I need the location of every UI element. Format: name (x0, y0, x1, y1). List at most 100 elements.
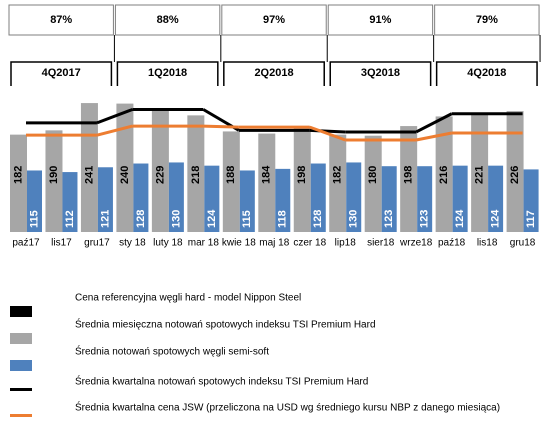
data-label: 241 (83, 166, 95, 184)
quarter-label: 2Q2018 (254, 67, 293, 79)
bar (417, 166, 433, 232)
step-connector (96, 124, 133, 137)
data-label: 240 (119, 166, 131, 184)
step-connector (415, 112, 453, 134)
data-label: 130 (348, 210, 360, 228)
ratio-box (114, 4, 221, 36)
data-label: 229 (154, 166, 166, 184)
ratio-box (327, 4, 434, 36)
bar (506, 111, 524, 232)
legend-swatch (10, 414, 32, 417)
ratio-label: 91% (369, 14, 391, 26)
x-tick-label: kwie 18 (222, 238, 256, 249)
x-tick-label: mar 18 (188, 238, 220, 249)
step-connector (203, 124, 239, 129)
ratio-label: 79% (476, 14, 498, 26)
bar (151, 109, 169, 232)
bar (329, 134, 347, 232)
x-tick-label: lip18 (335, 238, 357, 249)
data-label: 128 (135, 210, 147, 228)
legend-swatch (10, 388, 32, 391)
bar (168, 162, 184, 232)
x-tick-label: luty 18 (153, 238, 183, 249)
data-label: 216 (438, 166, 450, 184)
x-tick-label: sty 18 (119, 238, 146, 249)
bar (488, 165, 504, 232)
bar (400, 126, 418, 232)
x-tick-label: gru17 (84, 238, 110, 249)
x-tick-label: maj 18 (259, 238, 289, 249)
bar (258, 133, 276, 232)
data-label: 121 (99, 210, 111, 228)
bar (275, 168, 291, 232)
data-label: 117 (525, 210, 537, 228)
legend-label: Średnia kwartalna cena JSW (przeliczona … (75, 401, 500, 414)
data-label: 115 (28, 210, 40, 228)
bracket (116, 61, 219, 86)
ratio-label: 87% (50, 14, 72, 26)
quarter-label: 1Q2018 (148, 67, 187, 79)
bar (222, 131, 240, 232)
ratio-box (221, 4, 327, 36)
bar (27, 170, 42, 232)
bar (452, 165, 468, 232)
bracket (223, 61, 325, 86)
bar (10, 134, 27, 232)
bracket (435, 61, 538, 86)
data-label: 182 (12, 166, 24, 184)
legend-label: Średnia notowań spotowych węgli semi-sof… (75, 345, 269, 358)
data-label: 184 (261, 165, 273, 184)
bracket (10, 61, 113, 86)
ratio-box (8, 4, 114, 36)
data-label: 124 (206, 209, 218, 228)
data-label: 115 (241, 210, 253, 228)
x-tick-label: gru18 (510, 238, 536, 249)
data-label: 112 (64, 210, 76, 228)
data-label: 218 (190, 166, 202, 184)
legend-swatch (10, 360, 32, 371)
x-tick-label: wrze18 (399, 238, 433, 249)
bar (435, 116, 453, 232)
ratio-label: 88% (157, 14, 179, 26)
bar (187, 115, 205, 232)
x-tick-label: paź17 (12, 238, 40, 249)
bar (62, 172, 78, 232)
quarter-label: 4Q2018 (467, 67, 506, 79)
data-label: 123 (419, 210, 431, 228)
legend-label: Średnia miesięczna notowań spotowych ind… (75, 318, 376, 331)
step-connector (96, 108, 133, 125)
bar (116, 103, 134, 232)
data-label: 128 (312, 210, 324, 228)
ratio-label: 97% (263, 14, 285, 26)
bar (204, 165, 220, 232)
x-tick-label: lis18 (477, 238, 498, 249)
bar (364, 135, 382, 232)
data-label: 221 (474, 166, 486, 184)
data-label: 182 (332, 166, 344, 184)
legend-label: Cena referencyjna węgli hard - model Nip… (75, 293, 301, 304)
bar (45, 130, 63, 232)
data-label: 118 (277, 210, 289, 228)
data-label: 123 (383, 210, 395, 228)
data-label: 124 (454, 209, 466, 228)
bar (133, 163, 149, 232)
x-tick-label: czer 18 (293, 238, 326, 249)
data-label: 180 (367, 166, 379, 184)
bar (97, 167, 113, 232)
bar (523, 169, 539, 232)
x-tick-label: paź18 (438, 238, 466, 249)
data-label: 188 (225, 166, 237, 184)
step-connector (415, 131, 452, 142)
data-label: 198 (403, 166, 415, 184)
data-label: 130 (170, 210, 182, 228)
bar (471, 113, 489, 232)
bar (346, 162, 362, 232)
quarter-label: 3Q2018 (361, 67, 400, 79)
data-label: 198 (296, 166, 308, 184)
x-tick-label: lis17 (51, 238, 72, 249)
data-label: 190 (48, 166, 60, 184)
data-label: 226 (509, 166, 521, 184)
bar (239, 170, 255, 232)
bar (381, 166, 397, 232)
